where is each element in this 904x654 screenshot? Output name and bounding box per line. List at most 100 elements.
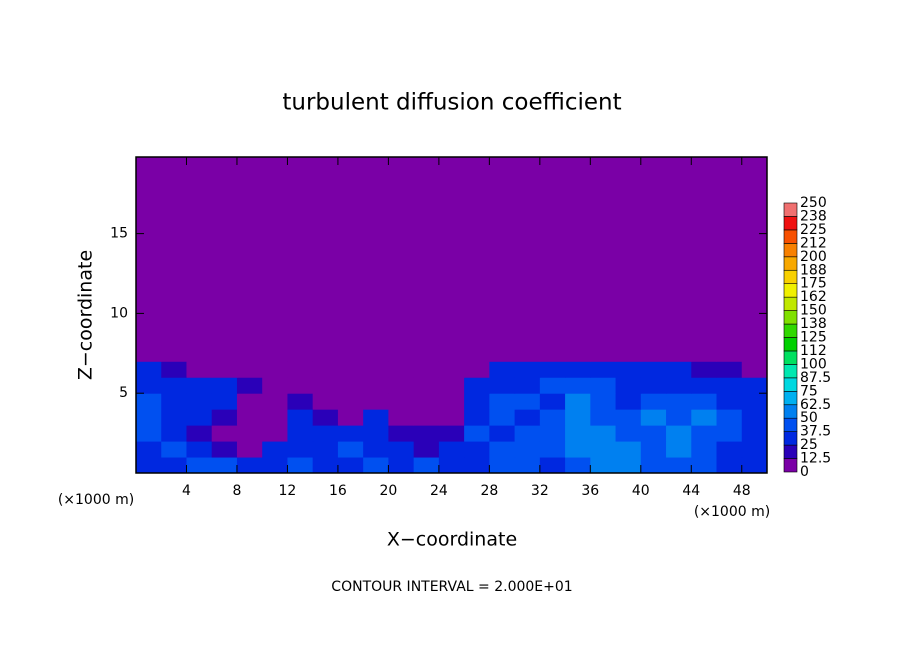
heatmap-cell — [489, 361, 516, 378]
heatmap-cell — [741, 157, 768, 346]
heatmap-cell — [691, 457, 718, 474]
colorbar-label: 250 — [800, 195, 827, 211]
heatmap-cell — [363, 425, 389, 442]
heatmap-cell — [161, 345, 187, 362]
heatmap-cell — [312, 377, 339, 394]
heatmap-cell — [565, 393, 591, 410]
colorbar-segment — [783, 390, 798, 406]
heatmap-cell — [211, 393, 238, 410]
heatmap-cell — [615, 345, 642, 362]
colorbar-label: 188 — [800, 262, 827, 278]
heatmap-cell — [716, 361, 743, 378]
heatmap-cell — [716, 377, 743, 394]
heatmap-cell — [539, 377, 566, 394]
heatmap-cell — [716, 409, 743, 426]
heatmap-cell — [666, 393, 692, 410]
heatmap-cell — [539, 425, 566, 442]
heatmap-cell — [413, 425, 440, 442]
heatmap-cell — [236, 345, 263, 362]
heatmap-cell — [666, 377, 692, 394]
heatmap-cell — [287, 345, 314, 362]
heatmap-cell — [666, 157, 692, 346]
heatmap-cell — [489, 393, 516, 410]
heatmap-cell — [337, 457, 364, 474]
colorbar-label: 212 — [800, 235, 827, 251]
heatmap-cell — [161, 409, 187, 426]
heatmap-cell — [211, 425, 238, 442]
heatmap-cell — [363, 345, 389, 362]
colorbar-segment — [783, 404, 798, 419]
heatmap-cell — [640, 457, 667, 474]
heatmap-cell — [413, 157, 440, 346]
heatmap-cell — [514, 377, 541, 394]
heatmap-cell — [741, 425, 768, 442]
heatmap-cell — [716, 425, 743, 442]
heatmap-cell — [388, 425, 415, 442]
colorbar-label: 100 — [800, 356, 827, 372]
heatmap-cell — [514, 409, 541, 426]
heatmap-cell — [388, 457, 415, 474]
colorbar-label: 25 — [800, 437, 818, 453]
heatmap-cell — [136, 361, 162, 378]
heatmap-cell — [312, 157, 339, 346]
heatmap-cell — [413, 457, 440, 474]
heatmap-cell — [539, 361, 566, 378]
heatmap-cell — [565, 345, 591, 362]
heatmap-cell — [186, 409, 213, 426]
heatmap-cell — [262, 457, 288, 474]
heatmap-cell — [413, 409, 440, 426]
heatmap-cell — [539, 157, 566, 346]
y-tick-label: 15 — [110, 226, 128, 242]
heatmap-cell — [590, 377, 617, 394]
heatmap-cell — [236, 409, 263, 426]
y-unit: (×1000 m) — [58, 492, 134, 508]
heatmap-cell — [590, 441, 617, 458]
heatmap-cell — [666, 425, 692, 442]
colorbar-label: 62.5 — [800, 397, 831, 413]
heatmap-cell — [388, 409, 415, 426]
colorbar-segment — [783, 202, 798, 217]
heatmap-cell — [666, 361, 692, 378]
x-tick-label: 4 — [182, 483, 191, 499]
heatmap-cell — [666, 457, 692, 474]
heatmap-cell — [211, 345, 238, 362]
heatmap-cell — [337, 425, 364, 442]
heatmap-cell — [640, 409, 667, 426]
heatmap-cell — [337, 377, 364, 394]
heatmap-cell — [312, 425, 339, 442]
heatmap-cell — [186, 157, 213, 346]
heatmap-cell — [489, 345, 516, 362]
heatmap-cell — [640, 361, 667, 378]
colorbar-segment — [783, 310, 798, 325]
heatmap-cell — [363, 377, 389, 394]
heatmap-cell — [211, 409, 238, 426]
heatmap-cell — [161, 361, 187, 378]
colorbar-label: 138 — [800, 316, 827, 332]
heatmap-cell — [287, 157, 314, 346]
heatmap-cell — [514, 361, 541, 378]
chart-title: turbulent diffusion coefficient — [282, 90, 621, 116]
colorbar-label: 87.5 — [800, 370, 831, 386]
heatmap-cell — [211, 457, 238, 474]
colorbar-segment — [783, 229, 798, 244]
heatmap-cell — [615, 409, 642, 426]
heatmap-cell — [640, 157, 667, 346]
colorbar-segment — [783, 377, 798, 392]
heatmap-cell — [716, 393, 743, 410]
heatmap-cell — [691, 377, 718, 394]
heatmap-cell — [514, 393, 541, 410]
heatmap-cell — [464, 441, 490, 458]
colorbar-label: 200 — [800, 249, 827, 265]
heatmap-cell — [615, 441, 642, 458]
colorbar-segment — [783, 216, 798, 231]
heatmap-cell — [615, 425, 642, 442]
heatmap-cell — [287, 377, 314, 394]
heatmap-cell — [691, 441, 718, 458]
heatmap-cell — [363, 441, 389, 458]
colorbar-label: 0 — [800, 464, 809, 480]
heatmap-cell — [464, 345, 490, 362]
heatmap-cell — [464, 409, 490, 426]
heatmap-cell — [615, 361, 642, 378]
heatmap-cell — [287, 441, 314, 458]
y-axis-label: Z−coordinate — [75, 250, 97, 380]
